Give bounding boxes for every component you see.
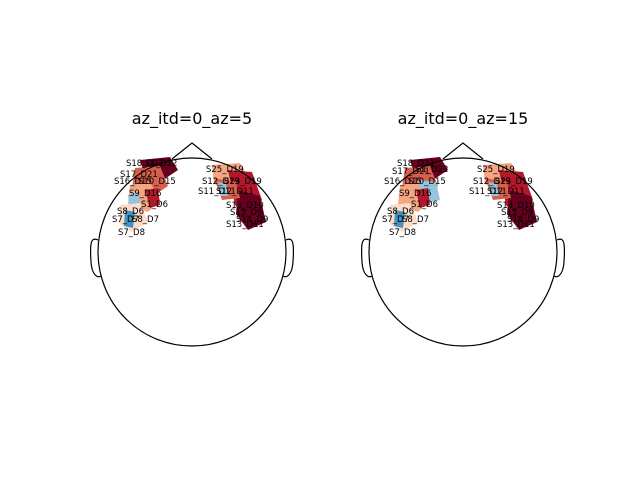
channel-label: S15_D9 <box>501 208 533 218</box>
panel-1-left-labels: S18_D21 S1_D22 S17_D21 S16_D15 S10_D15 S… <box>112 159 177 238</box>
nose-outline <box>442 142 484 160</box>
channel-label: S14_D9 <box>507 215 539 225</box>
topomap-panel-2: az_itd=0_az=15 S18_D21 S1_D22 S17_D21 S1… <box>360 109 566 347</box>
channel-label: S11_D11 <box>469 187 507 197</box>
channel-label: S23_D19 <box>495 177 533 187</box>
channel-label: S8_D7 <box>132 215 159 225</box>
panel-2-title: az_itd=0_az=15 <box>398 109 529 129</box>
channel-label: S11_D11 <box>198 187 236 197</box>
channel-label: S7_D7 <box>382 215 409 225</box>
channel-label: S14_D9 <box>236 215 268 225</box>
channel-label: S18_D21 <box>126 159 164 169</box>
panel-1-right-patches <box>212 163 266 230</box>
channel-label: S23_D19 <box>224 177 262 187</box>
patch <box>236 190 266 230</box>
channel-label: S17_D21 <box>392 167 430 177</box>
left-ear-outline <box>360 238 373 278</box>
left-ear-outline <box>89 238 102 278</box>
patch <box>416 188 430 208</box>
channel-label: S8_D7 <box>402 215 429 225</box>
channel-label: S12_D11 <box>216 187 254 197</box>
channel-label: S17_D21 <box>120 170 158 180</box>
channel-label: S9_D16 <box>129 189 161 199</box>
patch <box>394 210 405 228</box>
topomap-panel-1: az_itd=0_az=5 S18_D21 S1_D22 S17_D2 <box>89 109 295 347</box>
channel-label: S1_D22 <box>145 159 177 169</box>
channel-label: S25_D19 <box>477 165 515 175</box>
panel-2-left-patches <box>390 157 448 232</box>
panel-1-right-labels: S25_D19 S23_D19 S12_D19 S11_D11 S12_D11 … <box>198 165 268 230</box>
channel-label: S13_D11 <box>226 220 264 230</box>
right-ear-outline <box>553 238 566 278</box>
panel-1-title: az_itd=0_az=5 <box>132 109 252 129</box>
panel-2-right-labels: S25_D19 S23_D19 S12_D19 S11_D11 S12_D11 … <box>469 165 539 230</box>
channel-label: S9_D16 <box>399 189 431 199</box>
channel-label: S16_D15 <box>114 177 152 187</box>
channel-label: S7_D8 <box>118 228 145 238</box>
right-ear-outline <box>282 238 295 278</box>
patch <box>124 210 135 228</box>
patch <box>507 190 537 230</box>
channel-label: S25_D19 <box>206 165 244 175</box>
channel-label: S15_D9 <box>230 208 262 218</box>
channel-label: S1_D6 <box>141 200 168 210</box>
channel-label: S12_D19 <box>202 177 240 187</box>
patch <box>489 182 499 196</box>
channel-label: S13_D10 <box>497 201 535 211</box>
channel-label: S12_D19 <box>473 177 511 187</box>
channel-label: S8_D6 <box>117 207 144 217</box>
channel-label: S12_D11 <box>487 187 525 197</box>
channel-label: S10_D15 <box>408 177 446 187</box>
channel-label: S13_D10 <box>226 201 264 211</box>
panel-2-right-patches <box>483 163 537 230</box>
channel-label: S1_D6 <box>411 200 438 210</box>
channel-label: S18_D21 <box>397 159 435 169</box>
panel-2-left-labels: S18_D21 S1_D22 S17_D21 S16_D15 S10_D15 S… <box>382 159 448 238</box>
nose-outline <box>171 142 213 160</box>
patch <box>218 182 228 196</box>
head-outline <box>368 157 558 347</box>
channel-label: S16_D15 <box>384 177 422 187</box>
head-outline <box>97 157 287 347</box>
channel-label: S13_D11 <box>497 220 535 230</box>
patch <box>145 188 160 208</box>
channel-label: S10_D15 <box>138 177 176 187</box>
channel-label: S7_D7 <box>112 215 139 225</box>
panel-1-left-patches <box>120 157 178 232</box>
channel-label: S8_D6 <box>387 207 414 217</box>
channel-label: S7_D8 <box>389 228 416 238</box>
channel-label: S1_D22 <box>416 165 448 175</box>
